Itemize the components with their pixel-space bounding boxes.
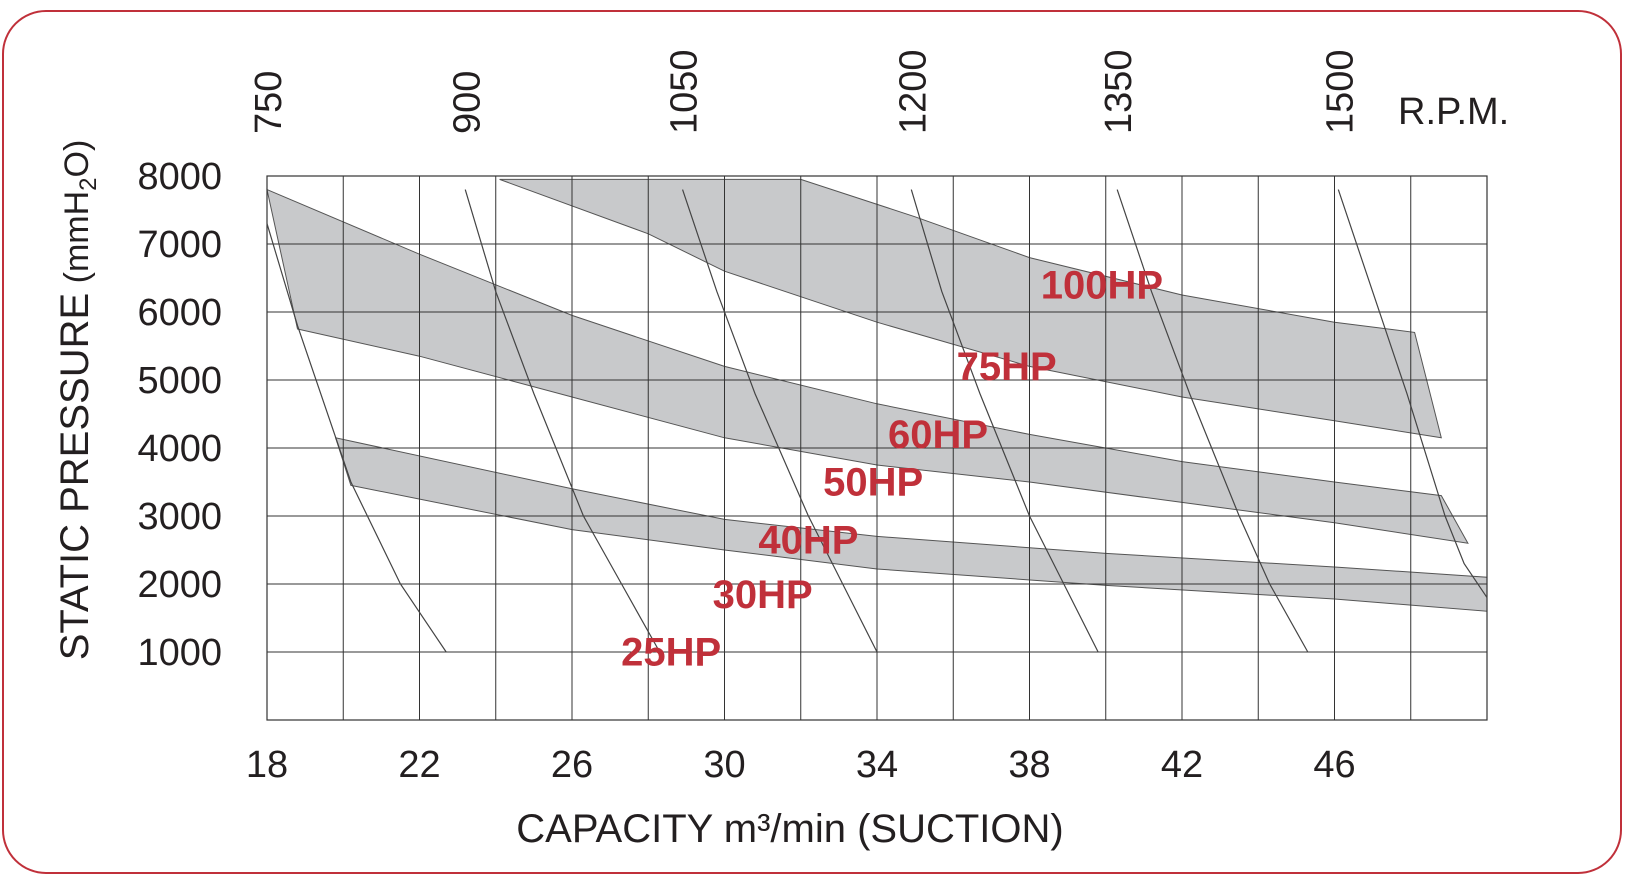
rpm-tick-1500: 1500 [1319,49,1361,134]
y-tick-7000: 7000 [137,224,222,266]
rpm-curve-1350 [1116,189,1309,653]
rpm-curve-1500 [1337,189,1488,598]
plot-border [266,175,1488,721]
y-tick-3000: 3000 [137,496,222,538]
hp-label-100hp: 100HP [1041,263,1163,307]
x-tick-38: 38 [1008,744,1050,786]
grid [266,175,1488,721]
rpm-tick-750: 750 [248,71,290,134]
rpm-unit-label: R.P.M. [1398,91,1509,133]
rpm-curve-750 [266,223,447,653]
y-axis-title: STATIC PRESSURE (mmH2O) [53,140,102,661]
rpm-tick-labels: 750 900 1050 1200 1350 1500 [248,49,1361,134]
x-tick-46: 46 [1313,744,1355,786]
y-tick-5000: 5000 [137,360,222,402]
rpm-tick-900: 900 [446,71,488,134]
x-tick-34: 34 [856,744,898,786]
x-tick-30: 30 [703,744,745,786]
rpm-tick-1200: 1200 [892,49,934,134]
y-axis-title-main: STATIC PRESSURE [53,293,97,660]
y-tick-6000: 6000 [137,292,222,334]
x-tick-22: 22 [398,744,440,786]
x-tick-26: 26 [551,744,593,786]
y-axis-title-unit-sub: 2 [75,177,102,190]
rpm-curve-900 [464,189,661,653]
rpm-tick-1050: 1050 [664,49,706,134]
rpm-curve-1200 [910,189,1099,653]
chart-frame [2,10,1622,874]
rpm-curves [266,189,1488,653]
y-axis-title-unit-open: (mmH [58,191,96,293]
y-tick-4000: 4000 [137,428,222,470]
x-tick-18: 18 [246,744,288,786]
hp-label-60hp: 60HP [888,413,988,457]
x-axis-title: CAPACITY m³/min (SUCTION) [516,807,1063,851]
hp-label-50hp: 50HP [823,461,923,505]
y-tick-labels: 1000 2000 3000 4000 5000 6000 7000 8000 [137,156,222,674]
hp-label-75hp: 75HP [957,345,1057,389]
y-tick-8000: 8000 [137,156,222,198]
y-tick-1000: 1000 [137,632,222,674]
y-axis-title-unit-close: O) [58,140,96,178]
y-tick-2000: 2000 [137,564,222,606]
x-tick-labels: 18 22 26 30 34 38 42 46 [246,744,1356,786]
rpm-tick-1350: 1350 [1098,49,1140,134]
rpm-curve-1050 [681,189,878,653]
hp-label-30hp: 30HP [713,573,813,617]
hp-label-25hp: 25HP [621,631,721,675]
x-tick-42: 42 [1161,744,1203,786]
hp-label-40hp: 40HP [758,518,858,562]
